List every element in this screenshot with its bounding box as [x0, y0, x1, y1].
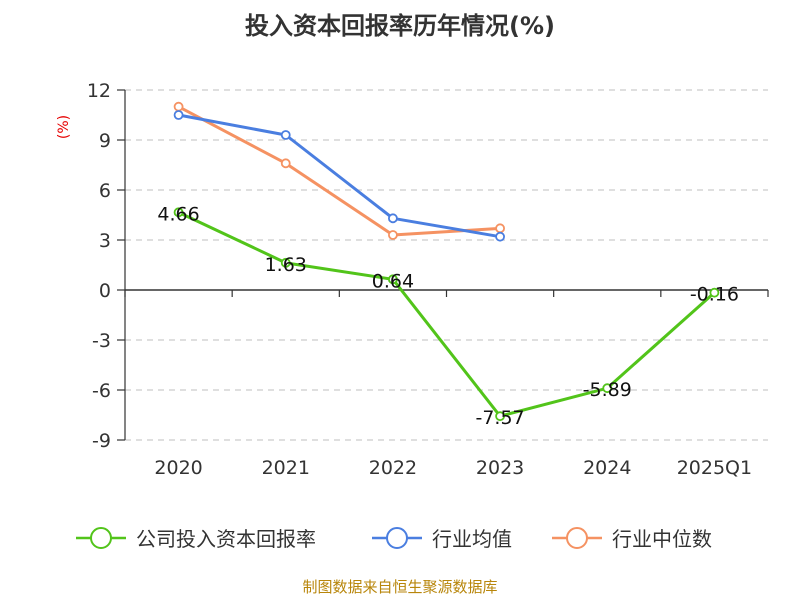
- series-1-point-1: [280, 130, 291, 140]
- x-tick-label-5: 2025Q1: [677, 457, 752, 479]
- data-label-1: 1.63: [265, 254, 307, 276]
- series-2-point-1: [280, 158, 291, 169]
- y-tick-label-6: -6: [92, 380, 111, 402]
- series-0-point-2: [388, 274, 398, 285]
- y-tick-label-3: 3: [99, 230, 111, 252]
- series-line-2: [177, 105, 501, 237]
- series-1-point-2: [388, 213, 398, 224]
- legend-label-1: 行业均值: [432, 527, 512, 551]
- series-0-point-1: [280, 257, 291, 268]
- data-label-4: -5.89: [583, 379, 632, 401]
- series-line-1: [178, 113, 501, 239]
- data-label-3: -7.57: [475, 407, 524, 429]
- y-tick-label-2: 6: [99, 180, 111, 202]
- legend[interactable]: 公司投入资本回报率 行业均值 行业中位数: [76, 527, 712, 551]
- y-tick-label-0: 12: [87, 80, 111, 102]
- legend-marker-1: [386, 527, 408, 549]
- x-tick-label-2: 2022: [369, 457, 417, 479]
- legend-label-2: 行业中位数: [612, 527, 712, 551]
- series-0-point-5: [709, 287, 720, 298]
- data-label-2: 0.64: [372, 270, 414, 292]
- series-2-point-2: [388, 230, 398, 240]
- legend-marker-2: [566, 527, 588, 549]
- data-labels: 4.66 1.63 0.64 -7.57 -5.89 -0.16: [157, 203, 739, 429]
- y-tick-label-1: 9: [99, 130, 111, 152]
- data-label-5: -0.16: [690, 284, 739, 306]
- data-label-0: 4.66: [157, 203, 199, 225]
- source-note: 制图数据来自恒生聚源数据库: [302, 578, 497, 596]
- series-2-point-3: [495, 223, 505, 234]
- gridlines: [125, 89, 768, 441]
- chart-title: 投入资本回报率历年情况(%): [245, 12, 555, 40]
- x-tick-label-3: 2023: [476, 457, 524, 479]
- legend-item-2[interactable]: 行业中位数: [552, 527, 712, 551]
- x-tick-label-4: 2024: [583, 457, 631, 479]
- y-axis-unit: (%): [56, 115, 72, 139]
- y-tick-label-5: -3: [92, 330, 111, 352]
- x-tick-label-0: 2020: [154, 457, 202, 479]
- series-layer: [173, 101, 720, 422]
- series-0-point-0: [173, 207, 184, 218]
- y-tick-label-7: -9: [92, 430, 111, 452]
- legend-label-0: 公司投入资本回报率: [136, 527, 316, 551]
- axes: 12 9 6 3 0 -3 -6 -9 2020 2021 2022 2023 2024 2025Q1: [87, 80, 769, 479]
- x-tick-label-1: 2021: [262, 457, 310, 479]
- series-line-0: [177, 210, 716, 418]
- series-1-point-3: [495, 231, 505, 242]
- series-0-point-4: [602, 383, 613, 394]
- y-tick-label-4: 0: [99, 280, 111, 302]
- series-2-point-0: [173, 101, 184, 112]
- series-1-point-0: [173, 110, 184, 120]
- legend-item-1[interactable]: 行业均值: [372, 527, 512, 551]
- legend-item-0[interactable]: 公司投入资本回报率: [76, 527, 316, 551]
- legend-marker-0: [90, 527, 112, 549]
- series-0-point-3: [495, 411, 505, 422]
